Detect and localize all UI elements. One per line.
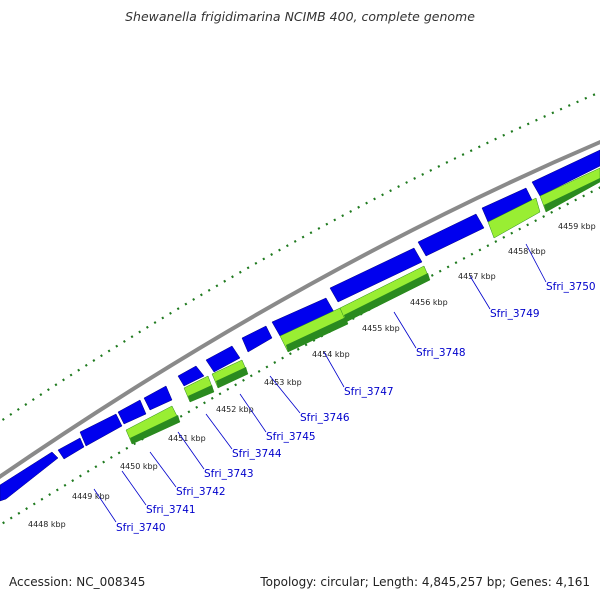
gene-label: Sfri_3748: [416, 347, 466, 359]
gene-label: Sfri_3741: [146, 504, 196, 516]
scale-tick-label: 4454 kbp: [312, 350, 350, 359]
gene-label: Sfri_3744: [232, 448, 282, 460]
leader-line: [323, 351, 345, 388]
leader-line: [149, 451, 177, 488]
forward-gene-arrow: [0, 451, 59, 502]
leader-line: [93, 488, 117, 523]
scale-tick-label: 4449 kbp: [72, 492, 110, 501]
forward-gene-arrow: [177, 365, 205, 387]
gene-label: Sfri_3747: [344, 386, 394, 398]
scale-tick-label: 4453 kbp: [264, 378, 302, 387]
forward-gene-arrow: [417, 213, 485, 257]
genome-title: Shewanella frigidimarina NCIMB 400, comp…: [125, 9, 475, 24]
gene-label: Sfri_3743: [204, 468, 254, 480]
leader-line: [469, 275, 491, 310]
reverse-gene-shade: [544, 178, 600, 212]
reverse-gene-shade: [188, 385, 214, 402]
scale-tick-label: 4455 kbp: [362, 324, 400, 333]
scale-tick-label: 4457 kbp: [458, 272, 496, 281]
forward-gene-arrow: [143, 385, 173, 411]
gene-label: Sfri_3745: [266, 431, 316, 443]
leader-line: [393, 311, 417, 349]
outer-tick-ring: [0, 90, 600, 423]
forward-genes: [0, 149, 600, 502]
reverse-gene-arrow: [487, 197, 541, 239]
leader-line: [121, 470, 147, 506]
reverse-gene-shade: [344, 273, 430, 322]
leader-line: [239, 393, 267, 433]
gene-label: Sfri_3746: [300, 412, 350, 424]
gene-labels: Sfri_3740 Sfri_3741 Sfri_3742 Sfri_3743 …: [116, 281, 596, 534]
forward-gene-arrow: [117, 399, 147, 425]
genome-backbone: [0, 139, 600, 480]
reverse-gene-shade: [130, 415, 180, 444]
genome-summary-text: Topology: circular; Length: 4,845,257 bp…: [260, 575, 590, 589]
scale-tick-label: 4459 kbp: [558, 222, 596, 231]
leader-line: [269, 375, 301, 414]
forward-gene-arrow: [79, 413, 123, 447]
reverse-gene-shade: [216, 367, 248, 388]
scale-tick-label: 4452 kbp: [216, 405, 254, 414]
scale-tick-label: 4456 kbp: [410, 298, 448, 307]
gene-leader-lines: [93, 243, 547, 523]
scale-tick-label: 4451 kbp: [168, 434, 206, 443]
reverse-gene-shade: [286, 317, 348, 352]
leader-line: [177, 431, 205, 470]
forward-gene-arrow: [57, 437, 85, 460]
forward-gene-arrow: [205, 345, 241, 373]
scale-tick-label: 4458 kbp: [508, 247, 546, 256]
scale-tick-label: 4448 kbp: [28, 520, 66, 529]
gene-label: Sfri_3740: [116, 522, 166, 534]
gene-label: Sfri_3742: [176, 486, 226, 498]
leader-line: [205, 413, 233, 450]
forward-gene-arrow: [241, 325, 273, 353]
forward-gene-arrow: [531, 149, 600, 197]
scale-tick-labels: 4448 kbp 4449 kbp 4450 kbp 4451 kbp 4452…: [28, 222, 596, 529]
gene-label: Sfri_3750: [546, 281, 596, 293]
inner-tick-ring: [0, 186, 600, 527]
leader-line: [525, 243, 547, 283]
reverse-genes: [125, 167, 600, 445]
accession-text: Accession: NC_008345: [9, 575, 146, 589]
gene-label: Sfri_3749: [490, 308, 540, 320]
scale-tick-label: 4450 kbp: [120, 462, 158, 471]
forward-gene-arrow: [329, 247, 423, 303]
